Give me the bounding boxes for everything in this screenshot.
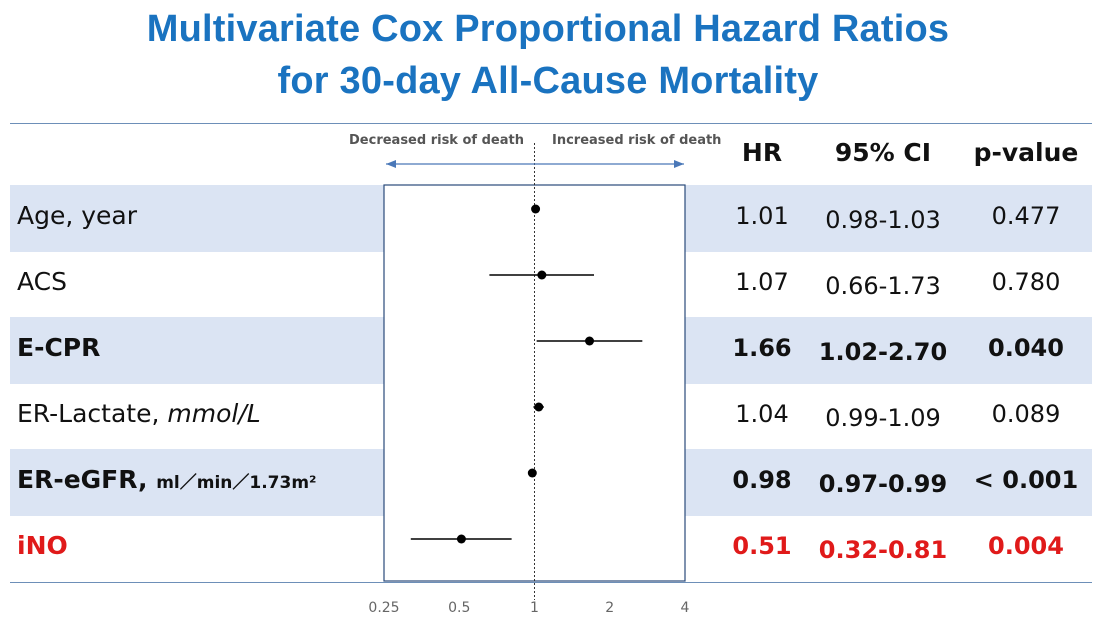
- hr-point: [585, 336, 595, 346]
- decreased-risk-label: Decreased risk of death: [349, 133, 524, 148]
- table-top-rule: [10, 123, 1092, 124]
- ci-value: 1.02-2.70: [818, 338, 948, 366]
- hr-value: 1.04: [735, 400, 789, 428]
- row-label-egfr: ER-eGFR, ml／min／1.73m²: [17, 465, 317, 494]
- hr-point: [531, 204, 541, 214]
- ci-value: 0.99-1.09: [825, 404, 941, 432]
- hr-value: 1.66: [732, 334, 792, 362]
- increased-risk-label: Increased risk of death: [552, 133, 722, 148]
- row-label-age: Age, year: [17, 201, 138, 230]
- row-label-acs: ACS: [17, 267, 67, 296]
- p-value: 0.780: [991, 268, 1061, 296]
- hr-point: [456, 534, 466, 544]
- ci-value: 0.98-1.03: [825, 206, 941, 234]
- ci-value: 0.97-0.99: [818, 470, 948, 498]
- p-value: 0.040: [988, 334, 1064, 362]
- row-label-ecpr: E-CPR: [17, 333, 101, 362]
- hr-value: 1.01: [735, 202, 789, 230]
- hr-value: 0.51: [732, 532, 792, 560]
- x-tick-label: 4: [681, 600, 690, 616]
- x-tick-label: 0.25: [368, 600, 399, 616]
- p-value-column-header: p-value: [973, 138, 1079, 167]
- arrow-head-right: [674, 160, 684, 168]
- hr-column-header: HR: [741, 138, 783, 167]
- row-label-lactate: ER-Lactate, mmol/L: [17, 399, 261, 428]
- hr-value: 1.07: [735, 268, 789, 296]
- arrow-head-left: [386, 160, 396, 168]
- p-value: < 0.001: [973, 466, 1079, 494]
- x-tick-label: 2: [605, 600, 614, 616]
- p-value: 0.089: [991, 400, 1061, 428]
- hr-value: 0.98: [732, 466, 792, 494]
- hr-point: [534, 402, 544, 412]
- row-unit-egfr: ml／min／1.73m²: [156, 473, 317, 493]
- x-tick-label: 0.5: [448, 600, 470, 616]
- hr-point: [527, 468, 537, 478]
- chart-title-line-1: Multivariate Cox Proportional Hazard Rat…: [146, 8, 950, 50]
- ci-value: 0.66-1.73: [825, 272, 941, 300]
- p-value: 0.004: [988, 532, 1064, 560]
- ci-column-header: 95% CI: [834, 138, 932, 167]
- row-unit-lactate: mmol/L: [167, 399, 261, 428]
- ci-value: 0.32-0.81: [818, 536, 948, 564]
- row-label-ino: iNO: [17, 531, 68, 560]
- chart-title-line-2: for 30-day All-Cause Mortality: [277, 60, 819, 102]
- hr-point: [537, 270, 547, 280]
- x-tick-label: 1: [530, 600, 539, 616]
- table-bottom-rule: [10, 582, 1092, 583]
- p-value: 0.477: [991, 202, 1061, 230]
